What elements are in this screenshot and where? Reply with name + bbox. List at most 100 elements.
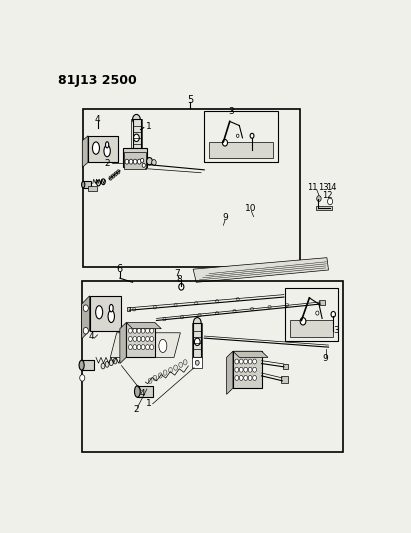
Bar (286, 288, 338, 341)
Circle shape (253, 359, 256, 364)
Ellipse shape (180, 316, 184, 319)
Ellipse shape (215, 311, 219, 314)
Circle shape (137, 336, 141, 342)
Polygon shape (120, 322, 126, 364)
Ellipse shape (163, 318, 166, 321)
Text: 13: 13 (318, 183, 329, 191)
Polygon shape (88, 136, 118, 163)
Circle shape (150, 336, 154, 342)
Circle shape (134, 134, 139, 142)
Ellipse shape (105, 361, 109, 367)
Ellipse shape (148, 378, 152, 383)
Polygon shape (90, 296, 122, 330)
Circle shape (195, 360, 199, 365)
Bar (137, 386, 153, 397)
Polygon shape (82, 136, 88, 167)
Bar (123, 148, 147, 166)
Bar (127, 306, 130, 311)
Text: 81J13 2500: 81J13 2500 (58, 74, 136, 87)
Circle shape (145, 345, 150, 350)
Bar (192, 322, 202, 358)
Ellipse shape (92, 142, 99, 154)
Bar (88, 186, 97, 191)
Circle shape (236, 134, 239, 138)
Ellipse shape (113, 358, 117, 364)
Circle shape (179, 284, 184, 290)
Text: 2: 2 (133, 406, 139, 415)
Bar (83, 181, 91, 188)
Circle shape (194, 338, 200, 345)
Ellipse shape (169, 367, 172, 373)
Polygon shape (193, 257, 328, 282)
Circle shape (316, 311, 319, 315)
Ellipse shape (215, 300, 219, 303)
Ellipse shape (163, 370, 167, 375)
Polygon shape (226, 351, 233, 394)
Circle shape (253, 367, 256, 372)
Text: 9: 9 (222, 213, 228, 222)
Ellipse shape (174, 304, 177, 307)
Text: 7: 7 (174, 269, 180, 278)
Circle shape (253, 375, 256, 381)
Ellipse shape (153, 306, 157, 309)
Bar (124, 152, 146, 168)
Ellipse shape (109, 304, 113, 312)
Bar (290, 320, 333, 337)
Bar (126, 322, 155, 358)
Circle shape (244, 367, 247, 372)
Circle shape (248, 359, 252, 364)
Ellipse shape (133, 308, 136, 311)
Ellipse shape (183, 360, 187, 365)
Circle shape (145, 336, 150, 342)
Bar (209, 142, 273, 158)
Circle shape (137, 328, 141, 333)
Text: 2: 2 (104, 159, 110, 168)
Circle shape (133, 115, 140, 124)
Ellipse shape (159, 340, 167, 352)
Circle shape (137, 345, 141, 350)
Ellipse shape (101, 363, 105, 369)
Circle shape (80, 375, 85, 381)
Text: 4: 4 (88, 333, 94, 341)
Bar (83, 109, 300, 267)
Circle shape (114, 172, 117, 176)
Bar (82, 360, 95, 370)
Circle shape (248, 367, 252, 372)
Text: 10: 10 (245, 204, 256, 213)
Bar (233, 351, 261, 388)
Text: 3: 3 (334, 326, 339, 335)
Circle shape (250, 133, 254, 138)
Circle shape (239, 359, 243, 364)
Circle shape (222, 140, 228, 146)
Bar (204, 111, 277, 163)
Ellipse shape (106, 142, 109, 148)
Circle shape (141, 345, 145, 350)
Polygon shape (110, 333, 180, 358)
Circle shape (83, 327, 88, 334)
Circle shape (239, 367, 243, 372)
Circle shape (111, 174, 115, 178)
Circle shape (125, 159, 129, 164)
Circle shape (239, 375, 243, 381)
Circle shape (317, 196, 321, 201)
Circle shape (150, 345, 154, 350)
Circle shape (147, 158, 152, 165)
Circle shape (141, 158, 144, 163)
Circle shape (142, 163, 145, 167)
Ellipse shape (79, 360, 84, 370)
Text: 5: 5 (187, 95, 193, 104)
Circle shape (129, 328, 132, 333)
Ellipse shape (108, 310, 114, 322)
Text: 8: 8 (177, 274, 182, 284)
Ellipse shape (102, 179, 105, 184)
Circle shape (145, 328, 150, 333)
Bar (193, 324, 201, 358)
Ellipse shape (250, 308, 254, 311)
Circle shape (133, 345, 137, 350)
Text: 11: 11 (307, 183, 318, 191)
Bar (82, 281, 343, 452)
Ellipse shape (174, 365, 178, 370)
Ellipse shape (129, 336, 139, 352)
Circle shape (133, 328, 137, 333)
Circle shape (129, 159, 133, 164)
